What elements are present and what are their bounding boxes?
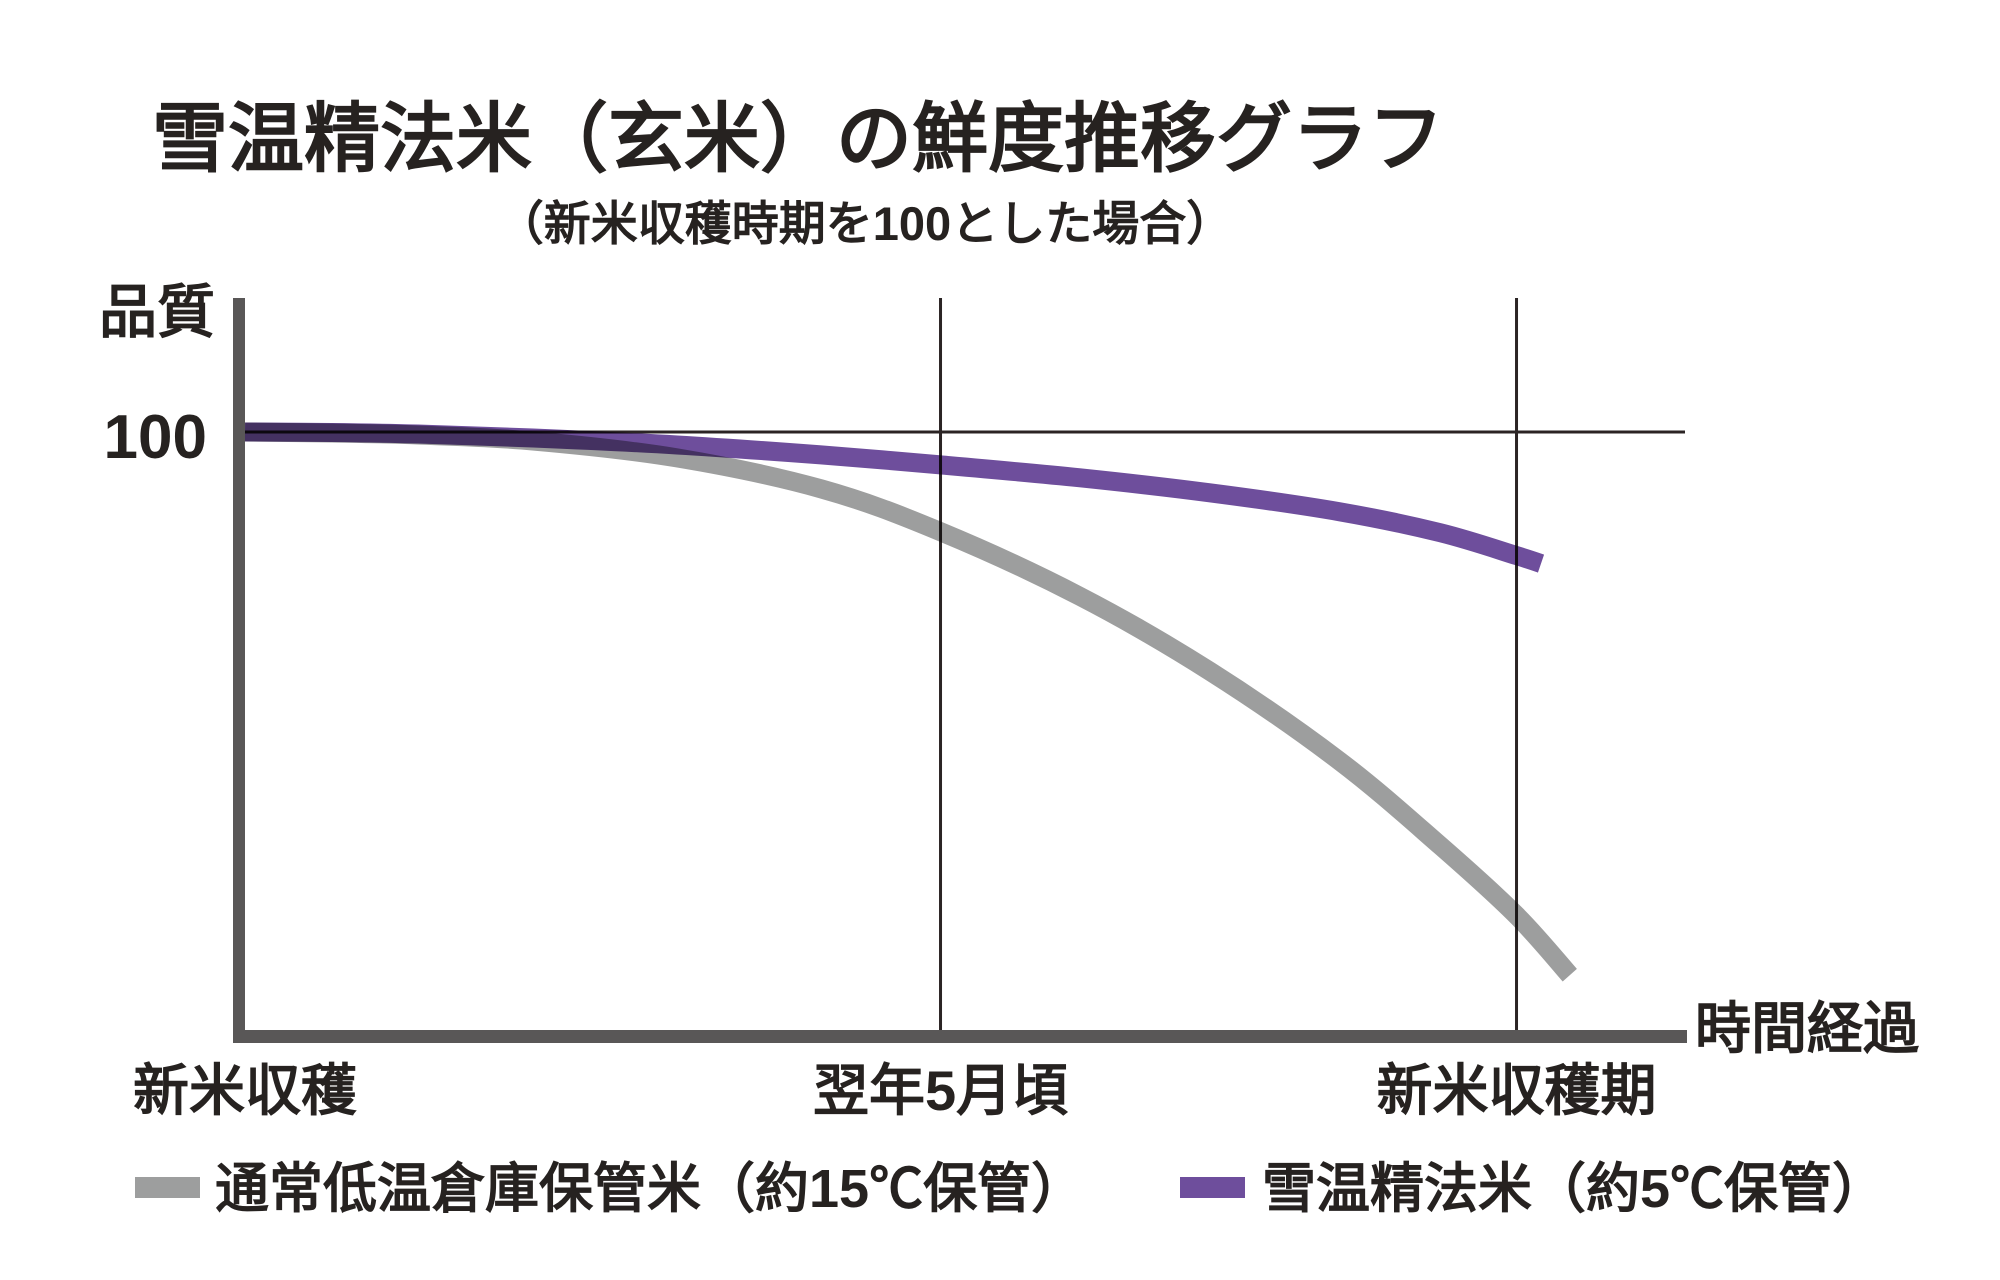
grid-lines — [245, 298, 1685, 1030]
legend-swatch-snow-method — [1180, 1177, 1245, 1198]
legend-label-normal-storage: 通常低温倉庫保管米（約15℃保管） — [215, 1159, 1085, 1219]
x-tick-label-next-harvest: 新米収穫期 — [1377, 1059, 1657, 1122]
x-tick-label-harvest: 新米収穫 — [133, 1059, 357, 1122]
y-axis-line — [233, 298, 245, 1043]
chart-subtitle: （新米収穫時期を100とした場合） — [497, 197, 1233, 250]
x-tick-label-next-may: 翌年5月頃 — [813, 1059, 1068, 1122]
chart-title: 雪温精法米（玄米）の鮮度推移グラフ — [152, 97, 1444, 182]
y-reference-value: 100 — [104, 403, 207, 472]
series-lines — [244, 422, 1577, 982]
y-axis-label: 品質 — [99, 280, 215, 345]
series-line-snow-method — [244, 422, 1545, 573]
x-axis-line — [233, 1030, 1687, 1043]
legend-swatch-normal-storage — [135, 1177, 200, 1198]
legend-label-snow-method: 雪温精法米（約5℃保管） — [1262, 1159, 1886, 1219]
legend: 通常低温倉庫保管米（約15℃保管） 雪温精法米（約5℃保管） — [135, 1159, 1886, 1219]
x-axis-label: 時間経過 — [1695, 997, 1920, 1060]
